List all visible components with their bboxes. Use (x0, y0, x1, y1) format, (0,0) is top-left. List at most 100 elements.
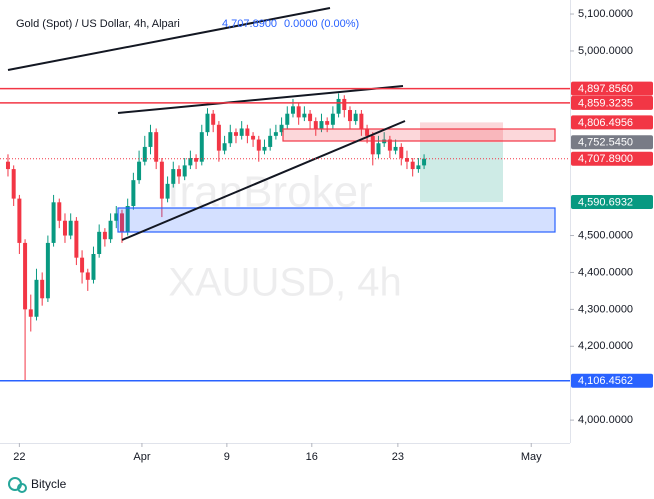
candle-body (399, 146, 404, 159)
candle-body (154, 132, 159, 162)
candle-body (131, 180, 136, 206)
candle-body (245, 128, 250, 136)
candle-body (319, 121, 324, 129)
price-tag (571, 373, 653, 388)
candle-body (222, 143, 227, 151)
y-tick-label: 4,300.0000 (578, 303, 633, 315)
candle-body (410, 161, 415, 170)
candle-body (370, 135, 375, 155)
x-tick-label: 22 (13, 451, 25, 463)
candle-body (336, 98, 341, 114)
price-tag (571, 95, 653, 110)
price-tag-label: 4,752.5450 (578, 137, 633, 149)
candle-body (273, 132, 278, 136)
chart-title: Gold (Spot) / US Dollar, 4h, Alpari (16, 18, 180, 30)
candle-body (194, 158, 199, 162)
candle-body (205, 113, 210, 133)
x-tick-label: Apr (133, 451, 150, 463)
candle-body (228, 132, 233, 144)
candle-body (308, 113, 313, 122)
x-tick-label: 9 (224, 451, 230, 463)
candle-body (330, 113, 335, 125)
candle-body (34, 279, 39, 317)
x-tick-label: 23 (392, 451, 404, 463)
zone-box (282, 128, 556, 142)
x-tick-label: May (521, 451, 542, 463)
stop-zone (420, 122, 503, 143)
target-zone (420, 142, 503, 203)
y-tick-label: 4,400.0000 (578, 266, 633, 278)
candle-body (51, 202, 56, 243)
candle-body (114, 213, 119, 221)
candle-body (5, 161, 10, 170)
candle-body (125, 205, 130, 232)
candle-body (325, 121, 330, 125)
zone-box (117, 207, 556, 233)
price-tag-label: 4,806.4956 (578, 117, 633, 129)
price-tag-label: 4,590.6932 (578, 196, 633, 208)
candle-body (285, 113, 290, 125)
candle-body (416, 165, 421, 170)
candle-body (68, 220, 73, 236)
candle-body (211, 113, 216, 125)
y-tick-label: 4,000.0000 (578, 414, 633, 426)
candle-body (353, 113, 358, 122)
candle-body (296, 106, 301, 118)
candle-body (387, 139, 392, 151)
candle-body (262, 146, 267, 151)
candle-body (137, 161, 142, 181)
y-tick-label: 4,200.0000 (578, 340, 633, 352)
candle-body (108, 220, 113, 240)
candle-body (74, 220, 79, 258)
candle-body (165, 183, 170, 199)
candle-body (17, 198, 22, 243)
price-tag-label: 4,106.4562 (578, 375, 633, 387)
candle-body (279, 124, 284, 133)
candle-body (290, 106, 295, 114)
price-tag-label: 4,859.3235 (578, 97, 633, 109)
price-tag (571, 115, 653, 130)
x-tick-label: 16 (306, 451, 318, 463)
candle-body (85, 272, 90, 280)
y-tick-label: 4,500.0000 (578, 229, 633, 241)
candle-body (268, 135, 273, 147)
candle-body (80, 257, 85, 273)
candle-body (365, 128, 370, 136)
price-tag (571, 135, 653, 150)
footer-logo (8, 477, 27, 493)
plot-area (5, 93, 427, 381)
candle-body (159, 161, 164, 199)
price-tag (571, 195, 653, 210)
candle-body (171, 169, 176, 184)
price-tag (571, 151, 653, 166)
price-tag (571, 81, 653, 96)
trend-line (121, 120, 406, 241)
symbol-watermark: XAUUSD, 4h (168, 261, 401, 305)
trend-line (7, 7, 331, 71)
price-tag-label: 4,707.8900 (578, 153, 633, 165)
candle-body (239, 128, 244, 136)
y-tick-label: 5,100.0000 (578, 8, 633, 20)
candle-body (216, 124, 221, 151)
trend-line (117, 85, 404, 114)
candle-body (102, 231, 107, 240)
candle-body (188, 158, 193, 166)
candle-body (347, 110, 352, 122)
candle-body (251, 135, 256, 140)
candle-body (233, 132, 238, 136)
candle-body (376, 143, 381, 155)
candle-body (313, 121, 318, 129)
candle-body (11, 169, 16, 199)
candle-body (148, 132, 153, 147)
candle-body (302, 113, 307, 118)
candle-body (404, 158, 409, 162)
candle-body (176, 169, 181, 177)
candle-body (119, 213, 124, 232)
price-tag-label: 4,897.8560 (578, 83, 633, 95)
candle-body (40, 279, 45, 299)
candle-body (28, 309, 33, 317)
candle-body (91, 253, 96, 280)
y-tick-label: 5,000.0000 (578, 45, 633, 57)
candle-body (57, 202, 62, 221)
